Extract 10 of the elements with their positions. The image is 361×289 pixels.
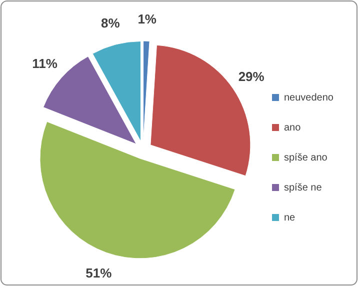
legend-label: spíše ne [284,182,322,194]
data-label: 1% [138,12,157,27]
legend-label: ne [284,212,296,224]
data-label: 29% [238,68,265,84]
data-label: 8% [101,16,120,31]
legend-label: spíše ano [284,152,328,164]
legend-label: neuvedeno [284,92,334,104]
data-label: 11% [32,56,58,71]
data-label: 51% [86,266,112,281]
legend-label: ano [284,122,302,134]
